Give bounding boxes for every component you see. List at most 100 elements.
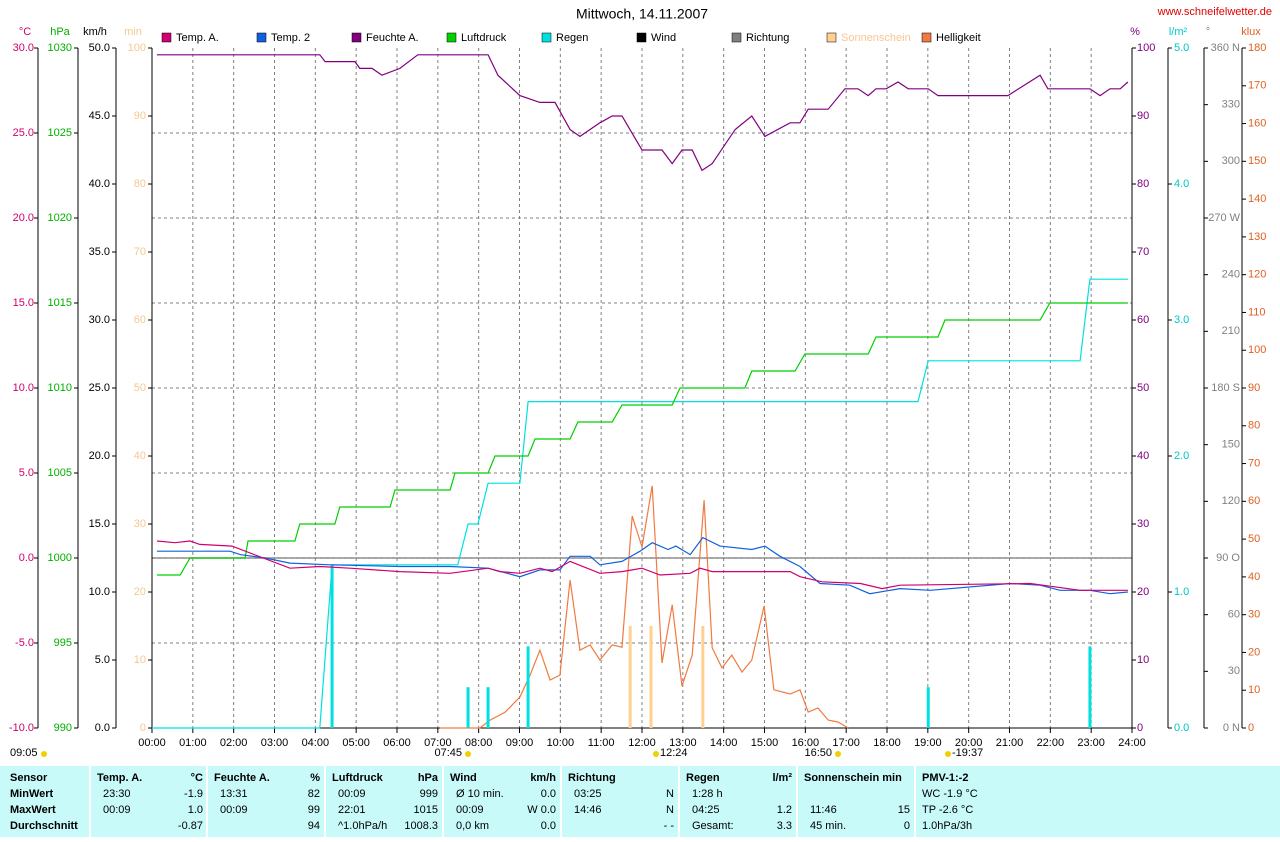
y-tick-label: 1005: [48, 467, 72, 479]
astro-icon: [465, 751, 471, 757]
table-cell: -1.9: [184, 788, 203, 800]
table-cell: 94: [308, 820, 320, 832]
y-tick-label: 210: [1222, 325, 1240, 337]
bar: [649, 626, 653, 728]
legend-swatch: [921, 32, 932, 43]
y-tick-label: 20: [134, 586, 146, 598]
y-tick-label: 50: [1248, 533, 1260, 545]
table-header: Wind: [450, 772, 477, 784]
axis-unit: min: [124, 26, 142, 38]
y-tick-label: 100: [128, 42, 146, 54]
legend-label: Luftdruck: [461, 32, 507, 44]
table-cell: Ø 10 min.: [456, 788, 504, 800]
legend-label: Helligkeit: [936, 32, 981, 44]
x-tick-label: 23:00: [1077, 737, 1105, 749]
y-tick-label: 60: [1137, 314, 1149, 326]
y-tick-label: 0: [1137, 722, 1143, 734]
y-tick-label: 140: [1248, 193, 1266, 205]
axis-unit: °: [1206, 26, 1210, 38]
y-tick-label: 1025: [48, 127, 72, 139]
y-tick-label: 990: [54, 722, 72, 734]
x-tick-label: 17:00: [832, 737, 860, 749]
legend-swatch: [826, 32, 837, 43]
y-tick-label: 1010: [48, 382, 72, 394]
table-header: Feuchte A.: [214, 772, 270, 784]
table-cell: 00:09: [456, 804, 484, 816]
y-tick-label: 70: [1248, 457, 1260, 469]
y-tick-label: 240: [1222, 269, 1240, 281]
x-tick-label: 15:00: [751, 737, 779, 749]
x-tick-label: 03:00: [261, 737, 289, 749]
y-tick-label: 150: [1222, 439, 1240, 451]
y-tick-label: 90: [1137, 110, 1149, 122]
axis-unit: %: [1130, 26, 1140, 38]
astro-time: 07:45: [434, 747, 462, 759]
y-tick-label: 10: [1248, 684, 1260, 696]
y-tick-label: 180: [1248, 42, 1266, 54]
y-tick-label: 15.0: [89, 518, 110, 530]
table-cell: Gesamt:: [692, 820, 734, 832]
table-cell: 14:46: [574, 804, 602, 816]
table-cell: TP -2.6 °C: [922, 804, 973, 816]
table-header: PMV-1:-2: [922, 772, 968, 784]
x-tick-label: 22:00: [1037, 737, 1065, 749]
axis-unit: klux: [1241, 26, 1261, 38]
y-tick-label: 110: [1248, 306, 1266, 318]
x-tick-label: 04:00: [302, 737, 330, 749]
table-header-unit: km/h: [530, 772, 556, 784]
legend-swatch: [636, 32, 647, 43]
y-tick-label: 90: [134, 110, 146, 122]
table-cell: 0,0 km: [456, 820, 489, 832]
table-row-label: Durchschnitt: [10, 820, 78, 832]
table-cell: 1.0hPa/3h: [922, 820, 972, 832]
y-tick-label: 40: [1137, 450, 1149, 462]
y-tick-label: 80: [134, 178, 146, 190]
table-row-label: MaxWert: [10, 804, 56, 816]
series-line: [156, 540, 1128, 591]
y-tick-label: 20.0: [13, 212, 34, 224]
table-cell: 0: [904, 820, 910, 832]
table-cell: 0.0: [541, 820, 556, 832]
x-tick-label: 18:00: [873, 737, 901, 749]
table-header: Luftdruck: [332, 772, 384, 784]
y-tick-label: 40: [1248, 571, 1260, 583]
legend-swatch: [161, 32, 172, 43]
bar: [526, 646, 530, 728]
legend-label: Temp. A.: [176, 32, 219, 44]
table-header: Temp. A.: [97, 772, 142, 784]
axis-unit: km/h: [83, 26, 107, 38]
legend-label: Temp. 2: [271, 32, 310, 44]
y-tick-label: 1020: [48, 212, 72, 224]
astro-time: 16:50: [804, 747, 832, 759]
y-tick-label: 30: [1248, 609, 1260, 621]
y-tick-label: 130: [1248, 231, 1266, 243]
bar: [1088, 646, 1092, 728]
series-line: [156, 54, 1129, 172]
table-cell: 999: [420, 788, 438, 800]
y-tick-label: 50.0: [89, 42, 110, 54]
y-tick-label: 5.0: [1174, 42, 1189, 54]
table-header: Sensor: [10, 772, 48, 784]
table-cell: 1008.3: [404, 820, 438, 832]
legend-swatch: [256, 32, 267, 43]
table-cell: 99: [308, 804, 320, 816]
table-cell: 15: [898, 804, 910, 816]
y-tick-label: 45.0: [89, 110, 110, 122]
y-tick-label: 60: [1248, 495, 1260, 507]
legend-label: Regen: [556, 32, 588, 44]
y-tick-label: 180 S: [1211, 382, 1240, 394]
y-tick-label: 50: [1137, 382, 1149, 394]
legend-swatch: [351, 32, 362, 43]
y-tick-label: 0.0: [1174, 722, 1189, 734]
bar: [466, 687, 470, 728]
y-tick-label: 10: [134, 654, 146, 666]
series-line: [156, 302, 1128, 576]
y-tick-label: 3.0: [1174, 314, 1189, 326]
x-tick-label: 06:00: [383, 737, 411, 749]
astro-time: 09:05: [10, 747, 38, 759]
bar: [628, 626, 632, 728]
legend-label: Sonnenschein: [841, 32, 911, 44]
bar: [486, 687, 490, 728]
legend-label: Wind: [651, 32, 676, 44]
